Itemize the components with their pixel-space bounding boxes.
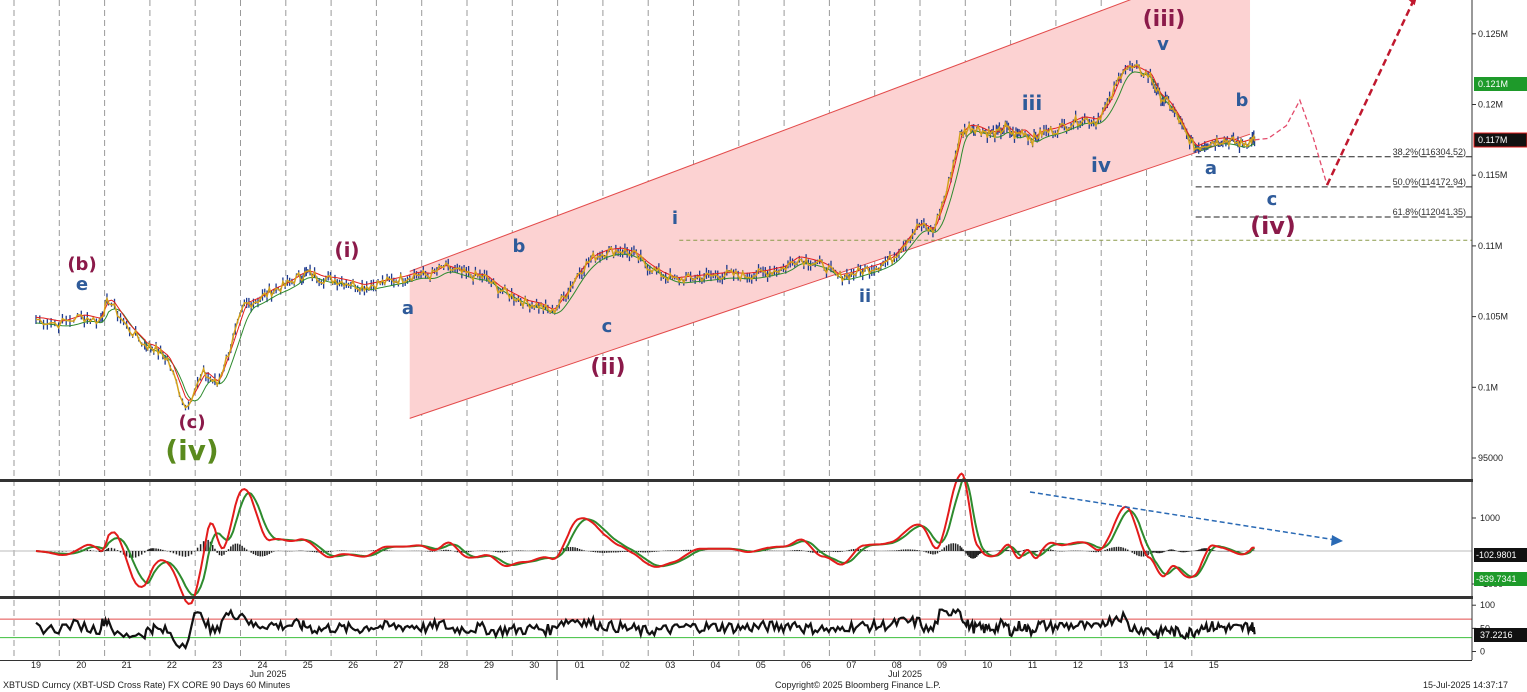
x-tick-label: 20	[76, 660, 86, 670]
x-tick-label: 11	[1028, 660, 1037, 670]
x-tick-label: 27	[393, 660, 403, 670]
x-tick-label: 21	[122, 660, 132, 670]
wave-label: b	[1236, 90, 1249, 111]
last-price-badge	[1474, 133, 1527, 147]
copyright-notice: Copyright© 2025 Bloomberg Finance L.P.	[775, 680, 941, 690]
macd-badge	[1474, 572, 1527, 586]
badge-outline	[1473, 132, 1527, 148]
x-tick-label: 05	[756, 660, 766, 670]
y-tick-label: 0.1M	[1478, 382, 1498, 392]
wave-label: (ii)	[590, 355, 625, 380]
wave-label: (c)	[178, 412, 205, 433]
wave-label: (b)	[67, 254, 96, 275]
x-tick-label: 24	[257, 660, 267, 670]
month-label: Jul 2025	[888, 669, 922, 679]
x-tick-label: 10	[982, 660, 992, 670]
chart-overlays: 38.2%(116304.52) 50.0%(114172.94) 61.8%(11…	[67, 0, 1527, 467]
x-tick-label: 25	[303, 660, 313, 670]
x-tick-label: 30	[529, 660, 539, 670]
divergence-arrow-line	[1029, 491, 1337, 541]
forecast-abc-path	[1254, 98, 1328, 186]
y-tick-label: 0.12M	[1478, 100, 1503, 110]
y-tick-label: 0.115M	[1478, 170, 1507, 180]
channel-lower-line	[409, 133, 1251, 419]
x-tick-label: 02	[620, 660, 630, 670]
x-tick-label: 23	[212, 660, 222, 670]
macd-badge	[1474, 548, 1527, 562]
fibonacci-label: 50.0%(114172.94)	[1393, 177, 1466, 187]
fibonacci-label: 38.2%(116304.52)	[1393, 147, 1466, 157]
x-tick-label: 15	[1209, 660, 1219, 670]
y-tick-label: 0.125M	[1478, 29, 1508, 39]
rsi-panel: 10050037.2216	[0, 600, 1527, 657]
x-tick-label: 08	[892, 660, 902, 670]
x-tick-label: 29	[484, 660, 494, 670]
y-tick-label: 0.105M	[1478, 312, 1508, 322]
x-tick-label: 06	[801, 660, 811, 670]
x-tick-label: 01	[575, 660, 585, 670]
wave-label: b	[513, 236, 526, 257]
last-price-badge-label: 0.117M	[1478, 135, 1507, 145]
forecast-arrow-head	[1408, 0, 1417, 6]
x-tick-label: 19	[31, 660, 41, 670]
channel-upper-line	[409, 0, 1132, 272]
wave-label: ii	[859, 286, 871, 307]
wave-label: c	[1267, 189, 1278, 210]
axes: 19 20 21 22 23 24 25 26 27 28 29 30 01 02 03 04 05 06 07 08…	[0, 0, 1508, 680]
x-tick-label: 22	[167, 660, 177, 670]
wave-label: iv	[1091, 153, 1111, 177]
x-tick-label: 28	[439, 660, 449, 670]
x-tick-label: 09	[937, 660, 947, 670]
y-tick-label: 0	[1480, 647, 1485, 657]
macd-badge-label: -102.9801	[1476, 550, 1517, 560]
rsi-line	[35, 607, 1256, 651]
x-tick-label: 04	[710, 660, 720, 670]
y-tick-label: 95000	[1478, 453, 1503, 463]
y-tick-label: 0.11M	[1478, 241, 1502, 251]
x-tick-label: 03	[665, 660, 675, 670]
channel-fill	[409, 0, 1251, 419]
x-tick-label: 14	[1163, 660, 1173, 670]
wave-label: a	[1205, 158, 1217, 179]
wave-label: v	[1157, 34, 1169, 55]
wave-label: e	[76, 274, 88, 295]
security-description: XBTUSD Curncy (XBT-USD Cross Rate) FX CO…	[3, 680, 291, 690]
wave-label: c	[602, 316, 613, 337]
wave-label: i	[672, 208, 678, 229]
month-label: Jun 2025	[249, 669, 286, 679]
slow-moving-average	[35, 71, 1255, 402]
x-tick-label: 13	[1118, 660, 1128, 670]
x-tick-label: 12	[1073, 660, 1083, 670]
divergence-arrow-head	[1331, 535, 1343, 546]
wave-label: iii	[1022, 91, 1043, 115]
forecast-arrow-line	[1325, 0, 1415, 186]
y-tick-label: 100	[1480, 600, 1495, 610]
last-price-badge	[1474, 77, 1527, 91]
wave-label: (iii)	[1143, 7, 1186, 32]
wave-label: (i)	[334, 238, 359, 262]
macd-badge-label: -839.7341	[1476, 574, 1517, 584]
timestamp: 15-Jul-2025 14:37:17	[1423, 680, 1509, 690]
wave-label: (iv)	[165, 434, 218, 467]
macd-line	[35, 472, 1255, 606]
x-tick-label: 07	[846, 660, 856, 670]
last-price-badge-label: 0.121M	[1478, 79, 1508, 89]
macd-panel: 1000-1000-102.9801-839.7341	[0, 472, 1527, 606]
wave-label: a	[402, 298, 414, 319]
price-line	[36, 63, 1256, 409]
price-series	[35, 60, 1256, 411]
rsi-badge	[1474, 628, 1527, 642]
y-tick-label: 1000	[1480, 513, 1500, 523]
trend-channel	[409, 0, 1251, 419]
fibonacci-label: 61.8%(112041.35)	[1393, 207, 1466, 217]
wave-label: (iv)	[1250, 212, 1296, 240]
rsi-badge-label: 37.2216	[1480, 630, 1513, 640]
x-tick-label: 26	[348, 660, 358, 670]
